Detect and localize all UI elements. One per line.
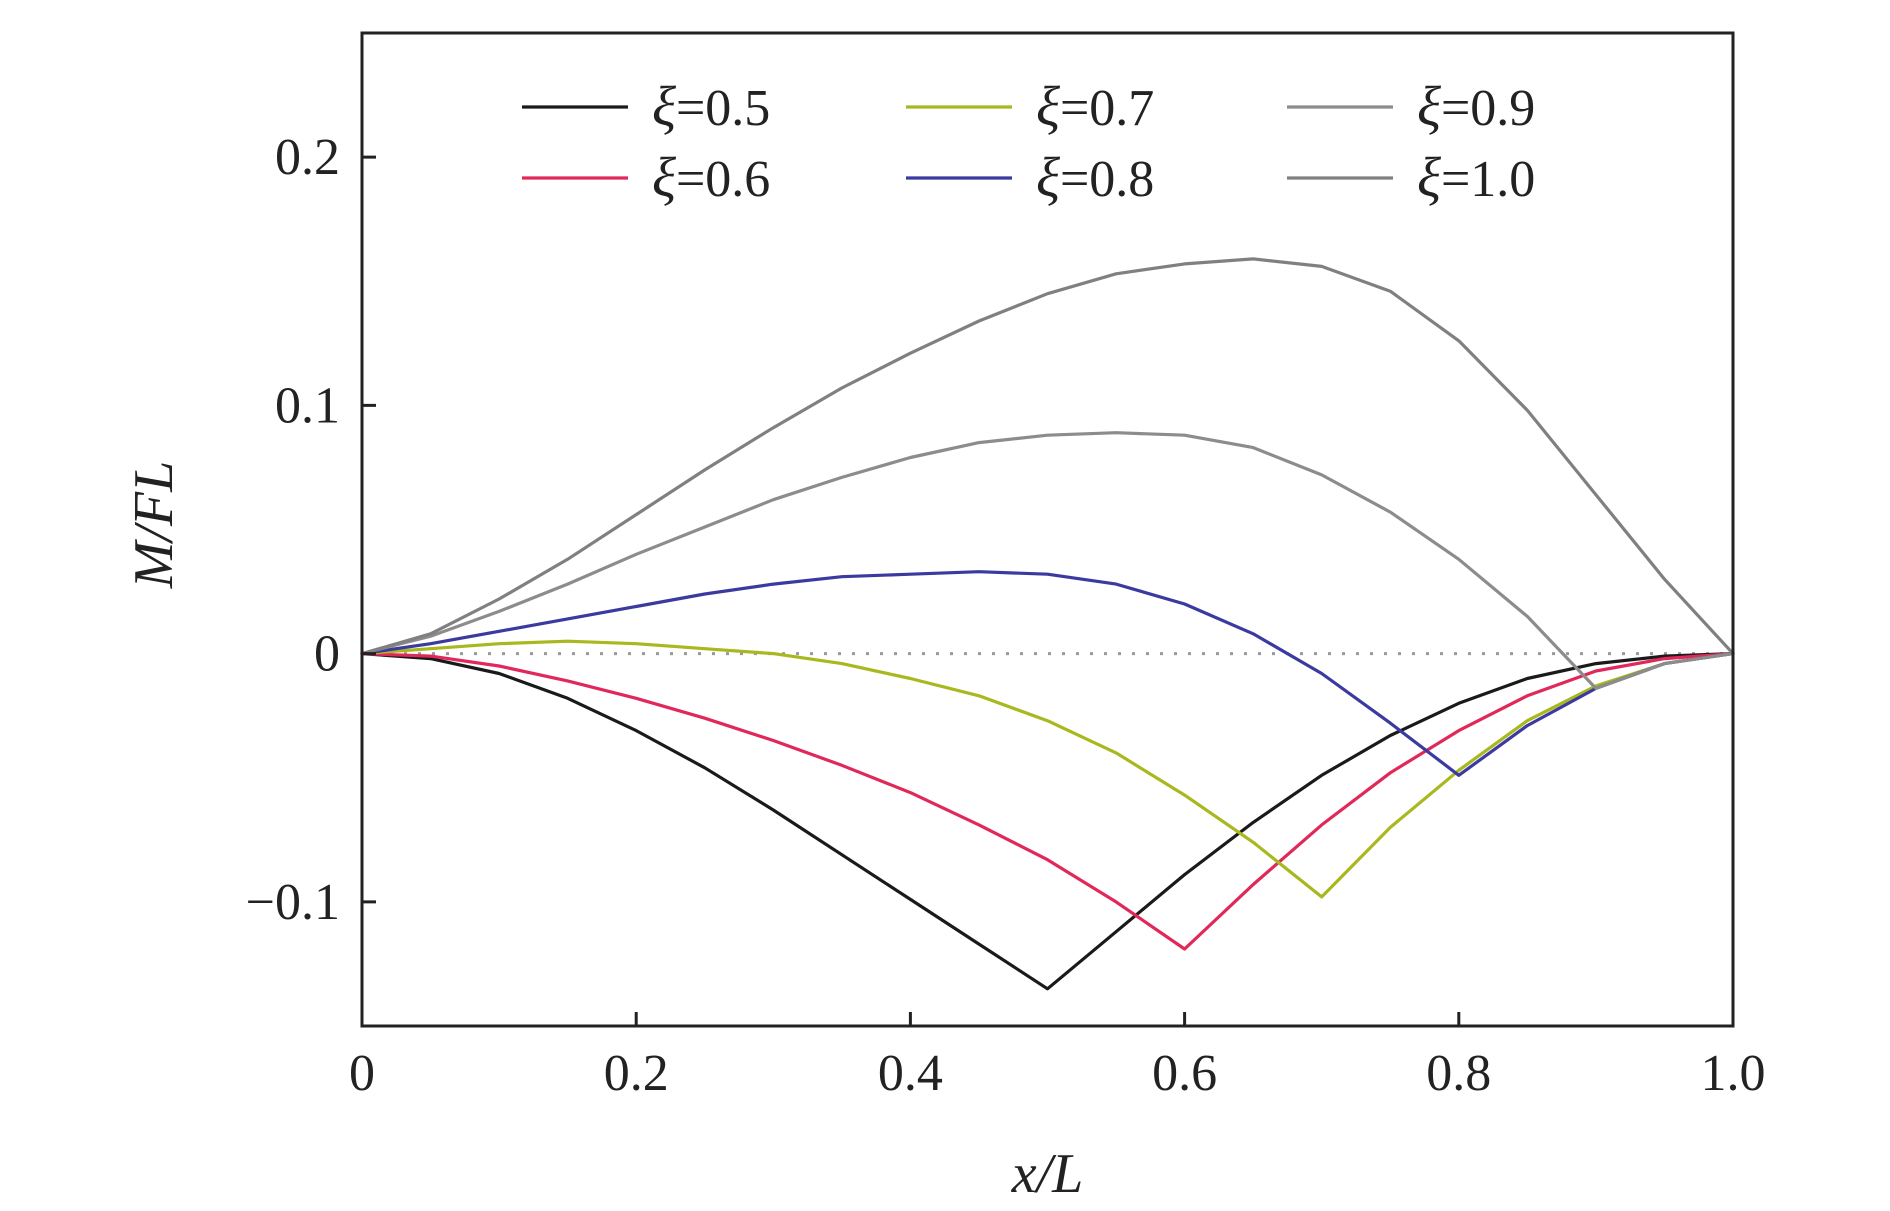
- tick-layer: 0 0.2 0.4 0.6 0.8 1.0 −0.1 0 0.1 0.2: [246, 129, 1766, 1102]
- plot-frame: [360, 31, 1735, 1028]
- y-tick-label: 0.1: [275, 377, 340, 434]
- legend-label: ξ=0.8: [1036, 147, 1154, 209]
- series-layer: [360, 257, 1735, 991]
- x-axis-label: x/L: [1011, 1143, 1084, 1205]
- legend-label: ξ=0.6: [652, 147, 770, 209]
- series-line-4: [360, 570, 1735, 777]
- x-tick-label: 0.6: [1152, 1045, 1217, 1102]
- x-tick-label: 0.2: [604, 1045, 669, 1102]
- y-tick-label: 0: [314, 626, 340, 683]
- series-line-6: [360, 257, 1735, 656]
- legend-label: ξ=0.9: [1417, 76, 1535, 138]
- series-line-1: [360, 651, 1735, 991]
- legend-item-1: ξ=0.5: [522, 76, 770, 138]
- series-line-3: [360, 639, 1735, 899]
- legend: ξ=0.5 ξ=0.6 ξ=0.7 ξ=0.8 ξ=0.9 ξ=1.0: [522, 76, 1535, 209]
- legend-label: ξ=0.7: [1036, 76, 1154, 138]
- legend-item-6: ξ=1.0: [1287, 147, 1535, 209]
- x-tick-label: 0: [349, 1045, 375, 1102]
- y-tick-label: 0.2: [275, 129, 340, 186]
- legend-item-3: ξ=0.7: [906, 76, 1154, 138]
- y-axis-label: M/FL: [123, 461, 185, 590]
- legend-label: ξ=0.5: [652, 76, 770, 138]
- x-tick-label: 0.4: [878, 1045, 943, 1102]
- y-tick-label: −0.1: [246, 874, 340, 931]
- series-line-2: [360, 651, 1735, 951]
- x-tick-label: 1.0: [1701, 1045, 1766, 1102]
- legend-item-2: ξ=0.6: [522, 147, 770, 209]
- legend-label: ξ=1.0: [1417, 147, 1535, 209]
- series-line-5: [360, 431, 1735, 691]
- legend-item-5: ξ=0.9: [1287, 76, 1535, 138]
- x-tick-label: 0.8: [1426, 1045, 1491, 1102]
- legend-item-4: ξ=0.8: [906, 147, 1154, 209]
